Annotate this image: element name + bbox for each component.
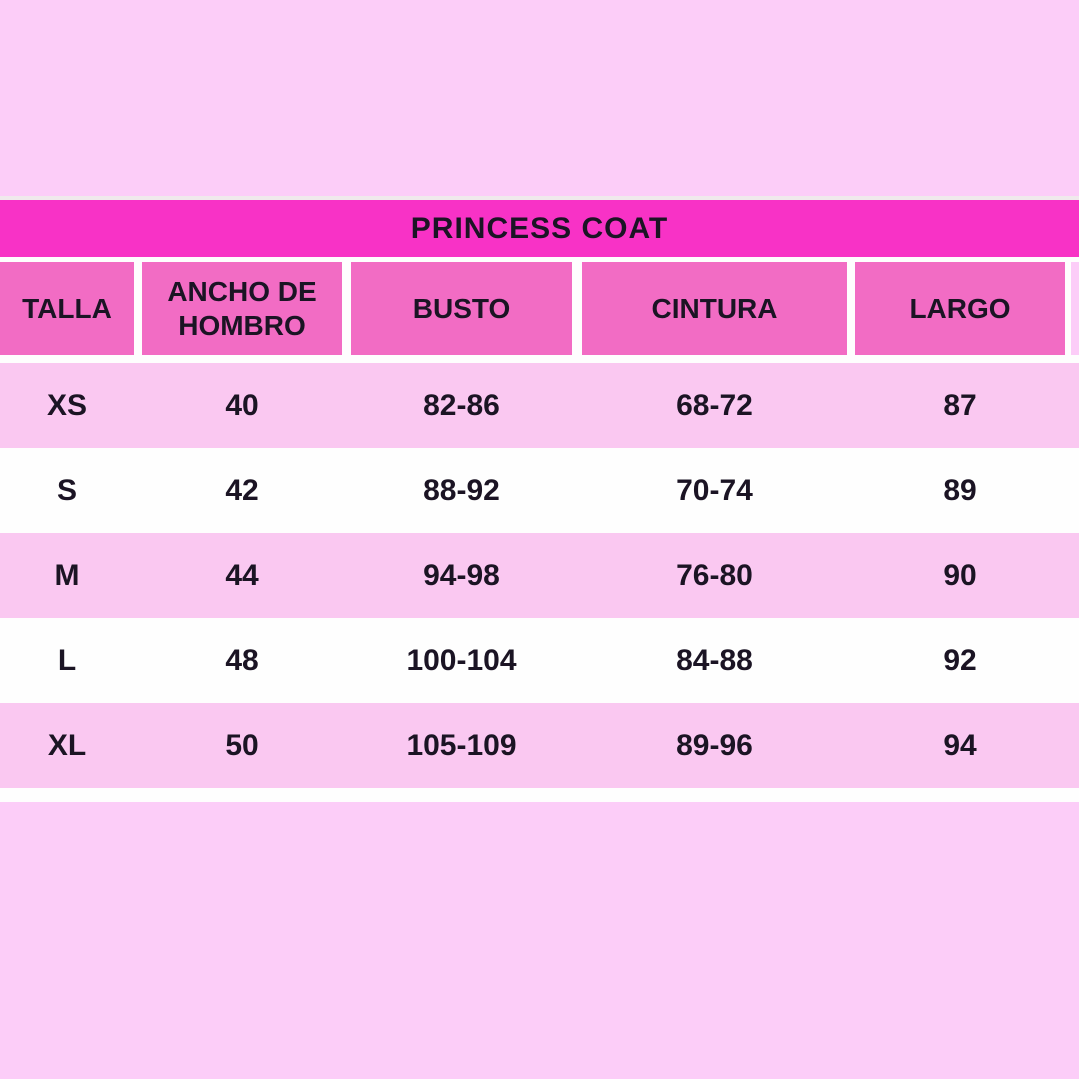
cell-size: XS: [46, 388, 88, 422]
table-row-l: L 48 100-104 84-88 92: [0, 618, 1079, 703]
table-header-row: TALLA ANCHO DE HOMBRO BUSTO CINTURA LARG…: [0, 262, 1079, 355]
cell-waist: 76-80: [676, 558, 753, 592]
cell-length: 90: [943, 558, 977, 592]
cell-size: S: [56, 473, 77, 507]
cell-shoulder: 50: [225, 728, 259, 762]
cell-bust: 94-98: [423, 558, 500, 592]
column-header-busto: BUSTO: [351, 262, 572, 355]
header-right-spacer: [1071, 262, 1079, 355]
cell-shoulder: 44: [225, 558, 259, 592]
table-row-xs: XS 40 82-86 68-72 87: [0, 363, 1079, 448]
cell-waist: 70-74: [676, 473, 753, 507]
divider-line: [0, 196, 1079, 200]
cell-shoulder: 40: [225, 388, 259, 422]
size-table: TALLA ANCHO DE HOMBRO BUSTO CINTURA LARG…: [0, 257, 1079, 802]
cell-shoulder: 42: [225, 473, 259, 507]
cell-bust: 82-86: [423, 388, 500, 422]
cell-length: 92: [943, 643, 977, 677]
column-header-largo: LARGO: [855, 262, 1065, 355]
cell-bust: 105-109: [406, 728, 517, 762]
table-row-s: S 42 88-92 70-74 89: [0, 448, 1079, 533]
chart-title-bar: PRINCESS COAT: [0, 200, 1079, 257]
cell-size: M: [54, 558, 80, 592]
cell-waist: 68-72: [676, 388, 753, 422]
table-row-xl: XL 50 105-109 89-96 94: [0, 703, 1079, 788]
table-row-m: M 44 94-98 76-80 90: [0, 533, 1079, 618]
cell-size: L: [57, 643, 77, 677]
column-header-talla: TALLA: [0, 262, 134, 355]
cell-waist: 89-96: [676, 728, 753, 762]
cell-length: 89: [943, 473, 977, 507]
cell-length: 94: [943, 728, 977, 762]
cell-bust: 100-104: [406, 643, 517, 677]
cell-bust: 88-92: [423, 473, 500, 507]
cell-shoulder: 48: [225, 643, 259, 677]
cell-length: 87: [943, 388, 977, 422]
column-header-cintura: CINTURA: [582, 262, 847, 355]
column-header-ancho-de-hombro: ANCHO DE HOMBRO: [142, 262, 342, 355]
cell-waist: 84-88: [676, 643, 753, 677]
chart-title: PRINCESS COAT: [410, 211, 669, 245]
cell-size: XL: [47, 728, 87, 762]
